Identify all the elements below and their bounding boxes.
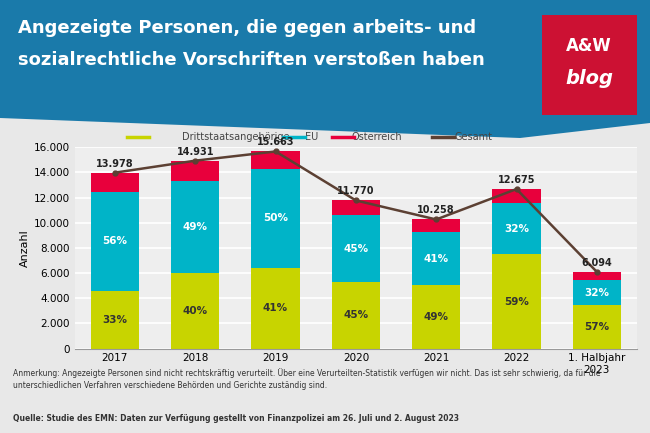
Text: sozialrechtliche Vorschriften verstoßen haben: sozialrechtliche Vorschriften verstoßen … — [18, 51, 485, 69]
Text: 32%: 32% — [584, 288, 609, 297]
Bar — [493, 255, 541, 349]
Text: 57%: 57% — [584, 322, 610, 332]
Bar — [171, 181, 219, 273]
Bar — [493, 204, 541, 255]
Text: 12.675: 12.675 — [498, 175, 535, 185]
Text: 49%: 49% — [424, 312, 448, 322]
Polygon shape — [0, 0, 650, 138]
Text: 32%: 32% — [504, 224, 529, 234]
Bar — [332, 200, 380, 215]
Text: Quelle: Studie des EMN: Daten zur Verfügung gestellt von Finanzpolizei am 26. Ju: Quelle: Studie des EMN: Daten zur Verfüg… — [13, 414, 459, 423]
Text: 40%: 40% — [183, 306, 208, 316]
Text: 49%: 49% — [183, 223, 208, 233]
Bar — [91, 173, 139, 192]
Text: 41%: 41% — [263, 303, 288, 313]
Text: Gesamt: Gesamt — [455, 132, 493, 142]
Bar — [252, 169, 300, 268]
Text: Österreich: Österreich — [351, 132, 402, 142]
Text: 14.931: 14.931 — [177, 147, 214, 157]
Text: 45%: 45% — [343, 244, 369, 254]
Bar — [91, 291, 139, 349]
FancyBboxPatch shape — [542, 15, 637, 115]
Bar — [252, 152, 300, 169]
Text: 6.094: 6.094 — [582, 258, 612, 268]
Text: 41%: 41% — [424, 254, 448, 264]
Text: 59%: 59% — [504, 297, 529, 307]
Text: 56%: 56% — [103, 236, 127, 246]
Bar — [332, 215, 380, 282]
Bar — [332, 282, 380, 349]
Text: 13.978: 13.978 — [96, 158, 134, 168]
Text: 10.258: 10.258 — [417, 205, 455, 216]
Bar — [91, 192, 139, 291]
Text: A&W: A&W — [566, 37, 612, 55]
Text: Anmerkung: Angezeigte Personen sind nicht rechtskräftig verurteilt. Über eine Ve: Anmerkung: Angezeigte Personen sind nich… — [13, 368, 601, 390]
Text: 33%: 33% — [103, 314, 127, 325]
Text: 11.770: 11.770 — [337, 187, 374, 197]
Text: EU: EU — [306, 132, 318, 142]
Text: 15.663: 15.663 — [257, 137, 294, 147]
Bar — [573, 280, 621, 305]
Text: 50%: 50% — [263, 213, 288, 223]
Y-axis label: Anzahl: Anzahl — [20, 229, 30, 267]
Bar — [412, 220, 460, 233]
Bar — [412, 285, 460, 349]
Text: blog: blog — [565, 68, 613, 87]
Text: Angezeigte Personen, die gegen arbeits- und: Angezeigte Personen, die gegen arbeits- … — [18, 19, 476, 37]
Text: Drittstaatsangehörige: Drittstaatsangehörige — [182, 132, 289, 142]
Bar — [412, 233, 460, 285]
Bar — [573, 305, 621, 349]
Bar — [493, 189, 541, 204]
Bar — [573, 272, 621, 280]
Bar — [252, 268, 300, 349]
Bar — [171, 161, 219, 181]
Text: 45%: 45% — [343, 310, 369, 320]
Bar — [171, 273, 219, 349]
